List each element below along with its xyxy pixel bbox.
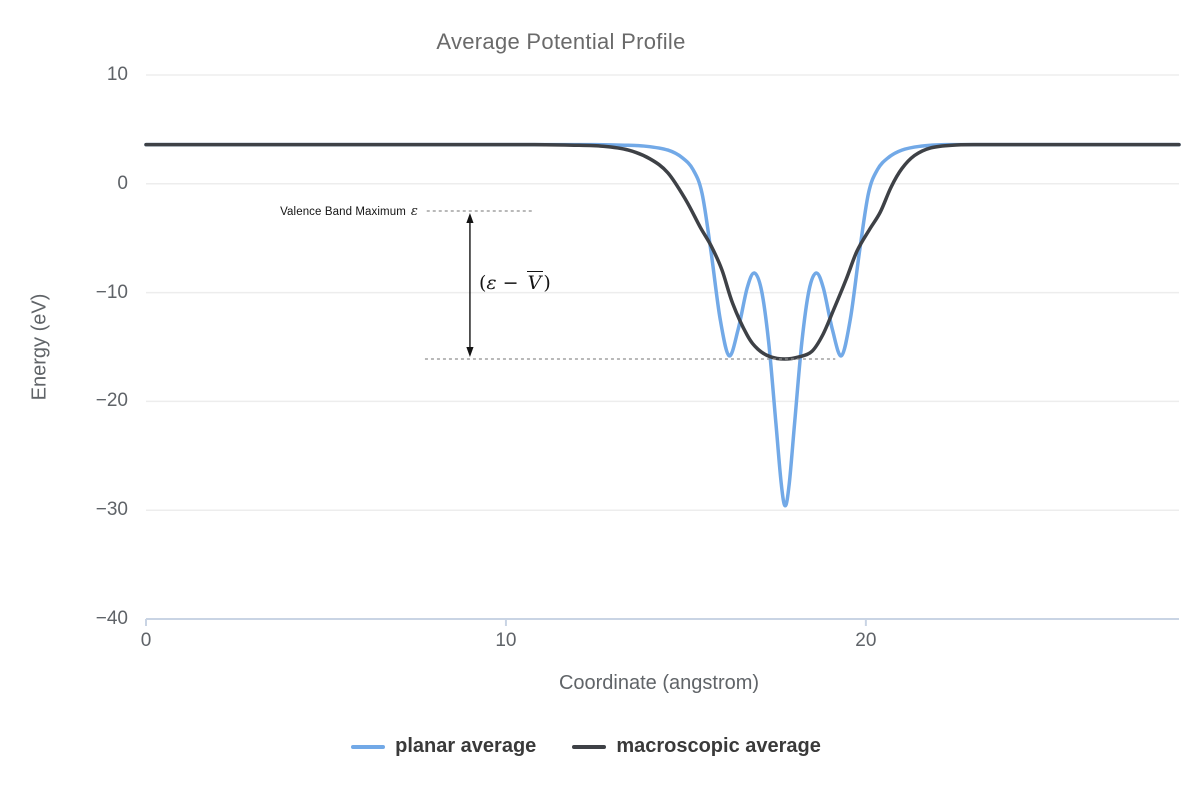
gridlines [146,74,1179,511]
macroscopic-average-label: macroscopic average [616,735,821,757]
x-axis [145,618,1179,626]
legend-item-planar-average[interactable]: planar average [351,735,536,758]
y-tick-label: 10 [106,64,128,85]
y-axis-title: Energy (eV) [28,293,51,401]
x-axis-title: Coordinate (angstrom) [558,672,760,694]
legend: planar average macroscopic average [0,735,1172,758]
planar-average-label: planar average [395,735,537,757]
delta-open-paren: ( [479,272,487,294]
vbm-annotation-text: Valence Band Maximum [280,206,406,218]
curve-macroscopic-average [144,142,1181,361]
chart-title: Average Potential Profile [436,29,686,54]
delta-close-paren: ) [543,272,551,294]
data-curves [144,142,1181,508]
delta-arrow-head-down [466,346,474,357]
macroscopic-average-swatch [572,744,607,749]
planar-average-swatch [351,744,386,749]
x-tick-label: 10 [495,630,517,651]
epsilon-minus-vbar-annotation: (ε − V) [479,271,551,294]
y-tick-label: 0 [117,172,128,194]
y-tick-label: −20 [95,390,128,412]
delta-epsilon-symbol: ε [486,272,497,294]
valence-band-maximum-annotation: Valence Band Maximum ε [280,204,418,219]
curve-planar-average [144,142,1181,508]
y-tick-label: −40 [95,608,128,629]
epsilon-symbol: ε [410,204,418,219]
legend-item-macroscopic-average[interactable]: macroscopic average [572,735,821,758]
delta-arrow-head-up [466,213,474,223]
x-tick-label: 0 [140,630,152,651]
delta-minus-sign: − [496,272,525,294]
y-tick-label: −10 [95,281,128,303]
delta-vbar-symbol: V [526,271,544,294]
y-tick-label: −30 [95,499,128,521]
x-tick-label: 20 [855,630,877,651]
annotation-lines [424,210,836,360]
